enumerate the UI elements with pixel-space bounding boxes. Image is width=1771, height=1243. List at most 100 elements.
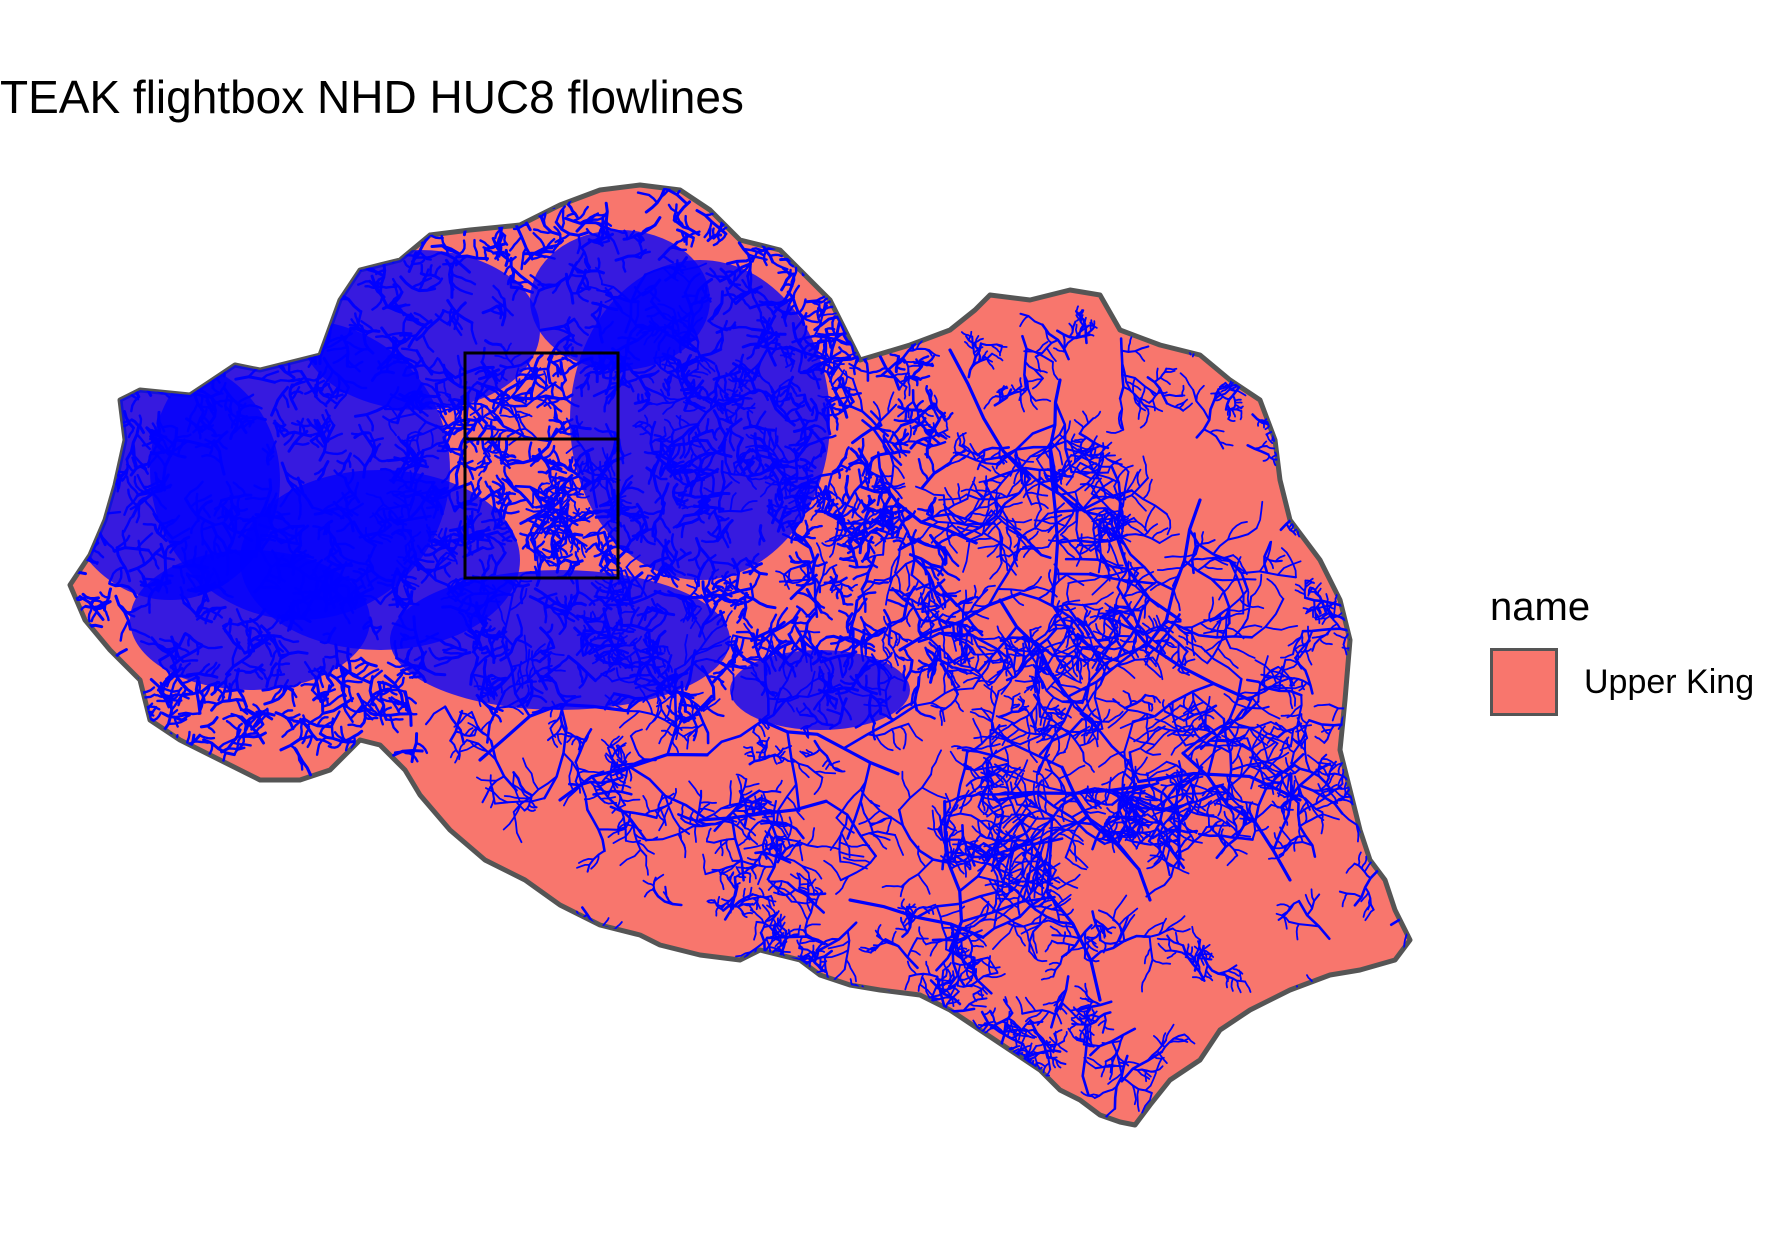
flowline <box>509 199 521 212</box>
flowline <box>115 215 127 227</box>
flowline <box>172 266 188 287</box>
flowline <box>1215 1045 1233 1055</box>
flowline <box>179 221 198 229</box>
flowline <box>836 250 845 261</box>
flowline <box>231 238 245 242</box>
flowline <box>1208 739 1240 743</box>
flowline <box>967 1080 977 1112</box>
flowline <box>242 196 254 211</box>
flowline <box>246 281 253 307</box>
flowline <box>798 1015 808 1028</box>
flowline <box>95 345 100 359</box>
flowline <box>79 656 94 670</box>
flowline <box>123 205 130 225</box>
flowline <box>143 308 162 319</box>
flowline <box>91 344 95 356</box>
flowline <box>988 1043 996 1056</box>
flowline <box>169 319 187 331</box>
flowline <box>250 230 267 246</box>
flowline <box>148 732 173 744</box>
flowline <box>915 234 928 271</box>
flowline <box>74 198 79 221</box>
flowline <box>219 309 227 328</box>
flowline <box>722 978 731 1003</box>
flowline <box>80 707 100 735</box>
flowline <box>204 296 237 307</box>
flowline <box>188 242 196 252</box>
flowline <box>233 736 246 756</box>
flowline <box>158 752 194 759</box>
flowline <box>710 185 726 186</box>
flowline <box>1008 1052 1012 1067</box>
flowline <box>1218 1088 1225 1124</box>
flowline <box>907 218 912 234</box>
flowline <box>802 1021 812 1058</box>
flowline <box>101 192 116 198</box>
flowline <box>955 1066 963 1088</box>
flowline <box>234 197 271 210</box>
flowline <box>442 187 452 210</box>
flowline <box>917 221 926 238</box>
flowline <box>524 185 550 202</box>
flowline <box>220 728 242 754</box>
flowline <box>500 207 527 216</box>
flowline <box>71 727 80 738</box>
flowline <box>1210 578 1257 582</box>
flowline <box>73 225 82 236</box>
flowline <box>1216 1100 1222 1119</box>
flowline <box>199 283 211 288</box>
flowline <box>877 228 888 233</box>
flowline <box>758 645 774 654</box>
flowline <box>478 199 503 206</box>
flowline <box>892 270 898 281</box>
flowline <box>143 257 184 272</box>
flowline <box>743 595 777 610</box>
flowline <box>221 207 232 232</box>
flowline <box>515 372 535 377</box>
flowline <box>227 240 241 248</box>
flowline <box>870 335 893 349</box>
flowline <box>179 284 207 297</box>
flowline <box>287 284 291 297</box>
flowline <box>817 1004 854 1018</box>
flowline <box>173 246 181 263</box>
flowline <box>193 290 208 307</box>
flowline <box>109 320 130 326</box>
flowline <box>128 303 151 341</box>
flowline <box>70 714 82 732</box>
flowline <box>762 249 768 267</box>
flowline <box>956 1075 977 1081</box>
flowline <box>556 553 573 561</box>
flowline <box>70 222 77 233</box>
flowline <box>971 1095 992 1101</box>
flowline <box>79 215 85 228</box>
flowline <box>77 354 95 391</box>
flowline <box>200 340 210 348</box>
flowline <box>847 264 877 297</box>
flowline <box>400 195 414 209</box>
flowline <box>862 337 872 348</box>
flowline <box>905 196 910 211</box>
flowline <box>1345 777 1389 791</box>
flowline <box>1312 987 1323 994</box>
flowline <box>509 256 516 282</box>
flowline <box>872 285 887 309</box>
flowline <box>1289 1030 1320 1065</box>
flowline <box>204 243 212 252</box>
flowline <box>91 240 108 244</box>
flowline <box>262 357 278 361</box>
flowline <box>101 680 123 688</box>
flowline <box>65 269 69 282</box>
flowline <box>723 965 741 978</box>
flowline <box>883 246 904 265</box>
flowline <box>1292 1050 1298 1064</box>
flowline <box>265 293 289 304</box>
flowline <box>513 1081 521 1117</box>
flowline <box>387 187 406 198</box>
flowline <box>340 267 351 280</box>
flowline <box>70 633 81 646</box>
flowline <box>107 296 116 310</box>
flowline <box>299 277 317 291</box>
flowline <box>845 275 861 296</box>
flowline <box>382 191 391 203</box>
